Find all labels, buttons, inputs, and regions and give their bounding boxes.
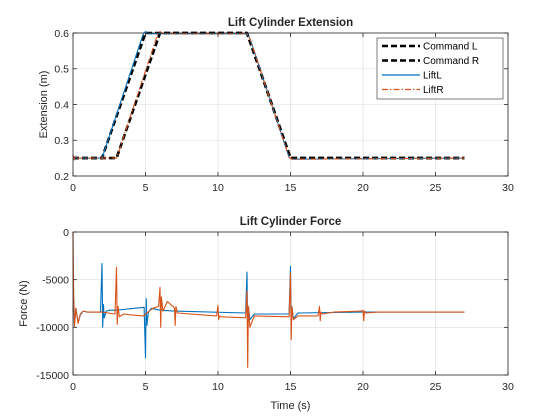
force-xtick-label-3: 15 — [285, 381, 297, 393]
force-xtick-label-2: 10 — [212, 381, 224, 393]
force-series-liftr — [72, 231, 465, 368]
extension-ylabel: Extension (m) — [38, 71, 50, 139]
legend-label-command-l: Command L — [423, 42, 478, 53]
force-xtick-label-5: 25 — [430, 381, 442, 393]
extension-title: Lift Cylinder Extension — [228, 17, 353, 29]
force-xlabel: Time (s) — [271, 400, 311, 412]
force-xtick-label-6: 30 — [502, 381, 514, 393]
legend-label-liftl: LiftL — [423, 71, 442, 82]
force-series-lines — [72, 231, 465, 368]
extension-xtick-label-5: 25 — [430, 182, 442, 194]
extension-axes: 0 5 10 15 20 25 30 0.2 0.3 0.4 0.5 0.6 Lift Cylinde… — [38, 17, 514, 194]
force-ylabel: Force (N) — [18, 280, 30, 326]
force-ytick-label-1: -10000 — [36, 322, 69, 334]
extension-ytick-label-1: 0.3 — [54, 135, 69, 147]
extension-xtick-label-0: 0 — [70, 182, 76, 194]
extension-ytick-label-3: 0.5 — [54, 64, 69, 76]
force-axes: 0 5 10 15 20 25 30 -15000 -10000 -5000 0 Lift Cyli… — [18, 216, 514, 412]
extension-ticks: 0 5 10 15 20 25 30 0.2 0.3 0.4 0.5 0.6 — [54, 28, 514, 194]
extension-xtick-label-6: 30 — [502, 182, 514, 194]
extension-legend: Command L Command R LiftL LiftR — [376, 37, 504, 100]
force-ytick-label-3: 0 — [63, 227, 69, 239]
legend-label-command-r: Command R — [423, 56, 479, 67]
force-xtick-label-4: 20 — [357, 381, 369, 393]
extension-xtick-label-3: 15 — [285, 182, 297, 194]
extension-ytick-label-4: 0.6 — [54, 28, 69, 40]
extension-xtick-label-4: 20 — [357, 182, 369, 194]
force-xtick-label-1: 5 — [143, 381, 149, 393]
force-ytick-label-0: -15000 — [36, 370, 69, 382]
force-title: Lift Cylinder Force — [240, 216, 342, 228]
legend-box — [376, 37, 504, 100]
extension-ytick-label-2: 0.4 — [54, 99, 69, 111]
extension-xtick-label-1: 5 — [143, 182, 149, 194]
extension-xtick-label-2: 10 — [212, 182, 224, 194]
extension-series-liftr — [72, 31, 465, 161]
force-xtick-label-0: 0 — [70, 381, 76, 393]
force-ticks: 0 5 10 15 20 25 30 -15000 -10000 -5000 0 — [36, 227, 514, 393]
extension-ytick-label-0: 0.2 — [54, 171, 69, 183]
legend-label-liftr: LiftR — [423, 85, 444, 96]
force-ytick-label-2: -5000 — [42, 274, 69, 286]
